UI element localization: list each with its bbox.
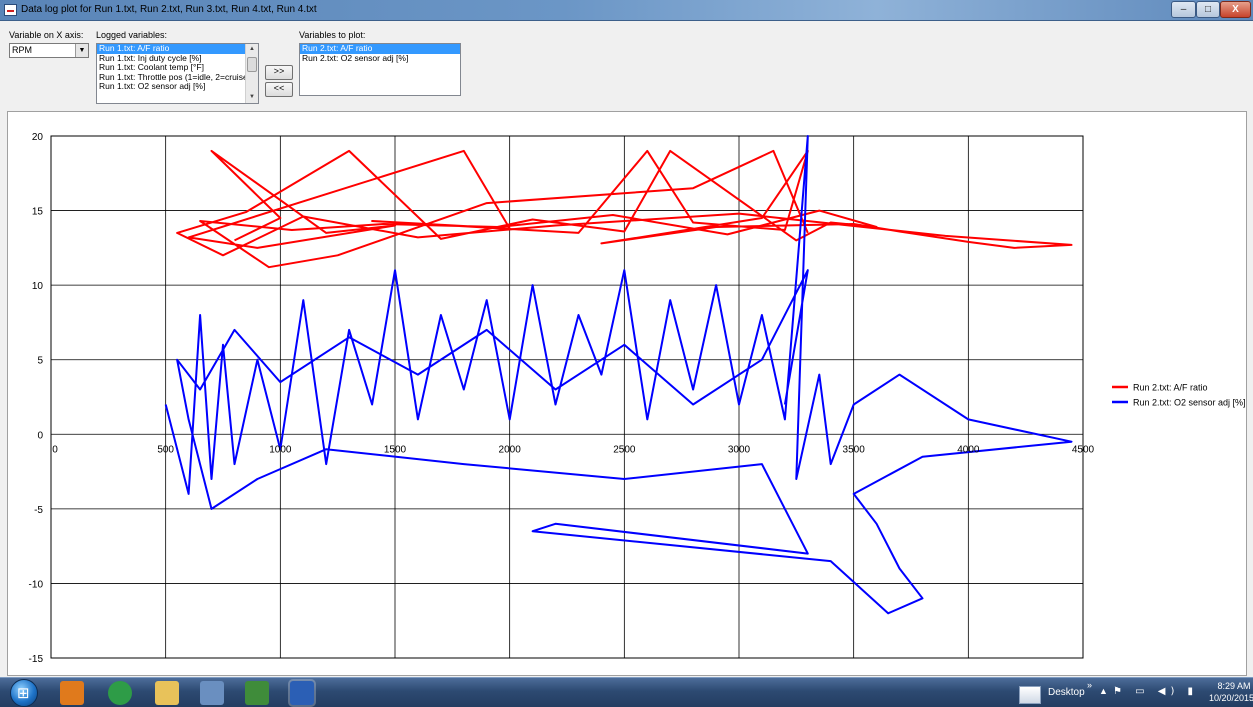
logged-variables-rows: Run 1.txt: A/F ratio Run 1.txt: Inj duty … — [97, 44, 258, 92]
x-tick-label: 0 — [52, 444, 58, 455]
x-tick-label: 3000 — [728, 444, 751, 455]
y-tick-label: 15 — [32, 207, 44, 218]
y-tick-label: 20 — [32, 132, 44, 143]
chart: 20 15 10 5 0 -5 -10 -15 500 1000 1500 2000 2500 3000 3… — [29, 132, 1246, 665]
remove-variable-button[interactable]: << — [265, 82, 293, 97]
window-title: Data log plot for Run 1.txt, Run 2.txt, … — [21, 4, 317, 15]
system-tray-icons[interactable]: ⚑ ▭ ◀) ▮ — [1113, 686, 1199, 697]
network-app-icon[interactable] — [200, 681, 224, 705]
media-player-icon[interactable] — [60, 681, 84, 705]
scroll-up-icon[interactable]: ▲ — [249, 46, 255, 52]
xaxis-select[interactable]: RPM ▼ — [9, 43, 89, 58]
clock-date[interactable]: 10/20/2015 — [1209, 693, 1253, 703]
chrome-icon[interactable] — [108, 681, 132, 705]
plot-panel: 20 15 10 5 0 -5 -10 -15 500 1000 1500 2000 2500 3000 3… — [7, 111, 1247, 676]
variables-to-plot-list[interactable]: Run 2.txt: A/F ratio Run 2.txt: O2 sensor… — [299, 43, 461, 96]
legend-label: Run 2.txt: O2 sensor adj [%] — [1133, 398, 1246, 408]
scroll-thumb[interactable] — [247, 57, 257, 72]
start-button[interactable] — [10, 679, 38, 707]
logged-variable-item[interactable]: Run 1.txt: Coolant temp [°F] — [99, 63, 204, 72]
series-line — [164, 135, 1073, 615]
desktop-toolbar-chevron-icon[interactable]: » — [1087, 680, 1093, 690]
y-tick-label: -15 — [29, 654, 44, 665]
logged-variables-list[interactable]: Run 1.txt: A/F ratio Run 1.txt: Inj duty … — [96, 43, 259, 104]
x-tick-label: 1000 — [269, 444, 292, 455]
y-tick-label: 0 — [37, 430, 43, 441]
y-tick-label: -10 — [29, 579, 44, 590]
series-line — [176, 149, 1073, 269]
y-tick-label: 10 — [32, 281, 44, 292]
logged-scrollbar[interactable]: ▲ ▼ — [245, 44, 258, 103]
minimize-button[interactable]: – — [1171, 1, 1196, 18]
logged-variable-item[interactable]: Run 1.txt: A/F ratio — [97, 44, 258, 54]
x-tick-label: 4500 — [1072, 444, 1095, 455]
tray-expand-icon[interactable]: ▲ — [1099, 686, 1108, 696]
y-tick-label: 5 — [37, 356, 43, 367]
x-tick-label: 500 — [157, 444, 174, 455]
taskbar: Desktop » ▲ ⚑ ▭ ◀) ▮ 8:29 AM 10/20/2015 — [0, 677, 1253, 707]
plot-variables-rows: Run 2.txt: A/F ratio Run 2.txt: O2 sensor… — [300, 44, 460, 63]
x-tick-label: 2000 — [499, 444, 522, 455]
plot-variable-item[interactable]: Run 2.txt: A/F ratio — [300, 44, 460, 54]
scroll-down-icon[interactable]: ▼ — [249, 94, 255, 100]
word-icon[interactable] — [290, 681, 314, 705]
desktop-toolbar-icon[interactable] — [1019, 686, 1041, 704]
logged-variable-item[interactable]: Run 1.txt: O2 sensor adj [%] — [99, 82, 206, 91]
car-app-icon[interactable] — [245, 681, 269, 705]
y-tick-label: -5 — [34, 505, 43, 516]
desktop-toolbar-label[interactable]: Desktop — [1048, 687, 1085, 698]
plot-variable-item[interactable]: Run 2.txt: O2 sensor adj [%] — [302, 53, 409, 63]
logged-variable-item[interactable]: Run 1.txt: Throttle pos (1=idle, 2=cruis… — [99, 72, 248, 82]
x-tick-label: 2500 — [613, 444, 636, 455]
x-tick-label: 3500 — [843, 444, 866, 455]
xaxis-label: Variable on X axis: — [9, 30, 84, 40]
logged-variable-item[interactable]: Run 1.txt: Inj duty cycle [%] — [99, 53, 202, 63]
legend-label: Run 2.txt: A/F ratio — [1133, 383, 1208, 393]
x-tick-label: 4000 — [957, 444, 980, 455]
xaxis-select-value: RPM — [12, 45, 32, 55]
file-explorer-icon[interactable] — [155, 681, 179, 705]
x-tick-label: 1500 — [384, 444, 407, 455]
logged-variables-label: Logged variables: — [96, 30, 168, 40]
app-icon[interactable] — [4, 4, 17, 16]
chevron-down-icon[interactable]: ▼ — [75, 44, 88, 57]
maximize-button[interactable]: □ — [1196, 1, 1220, 18]
close-button[interactable]: X — [1220, 1, 1251, 18]
clock-time[interactable]: 8:29 AM — [1217, 681, 1251, 691]
add-variable-button[interactable]: >> — [265, 65, 293, 80]
variables-to-plot-label: Variables to plot: — [299, 30, 366, 40]
title-bar[interactable]: Data log plot for Run 1.txt, Run 2.txt, … — [0, 0, 1253, 21]
